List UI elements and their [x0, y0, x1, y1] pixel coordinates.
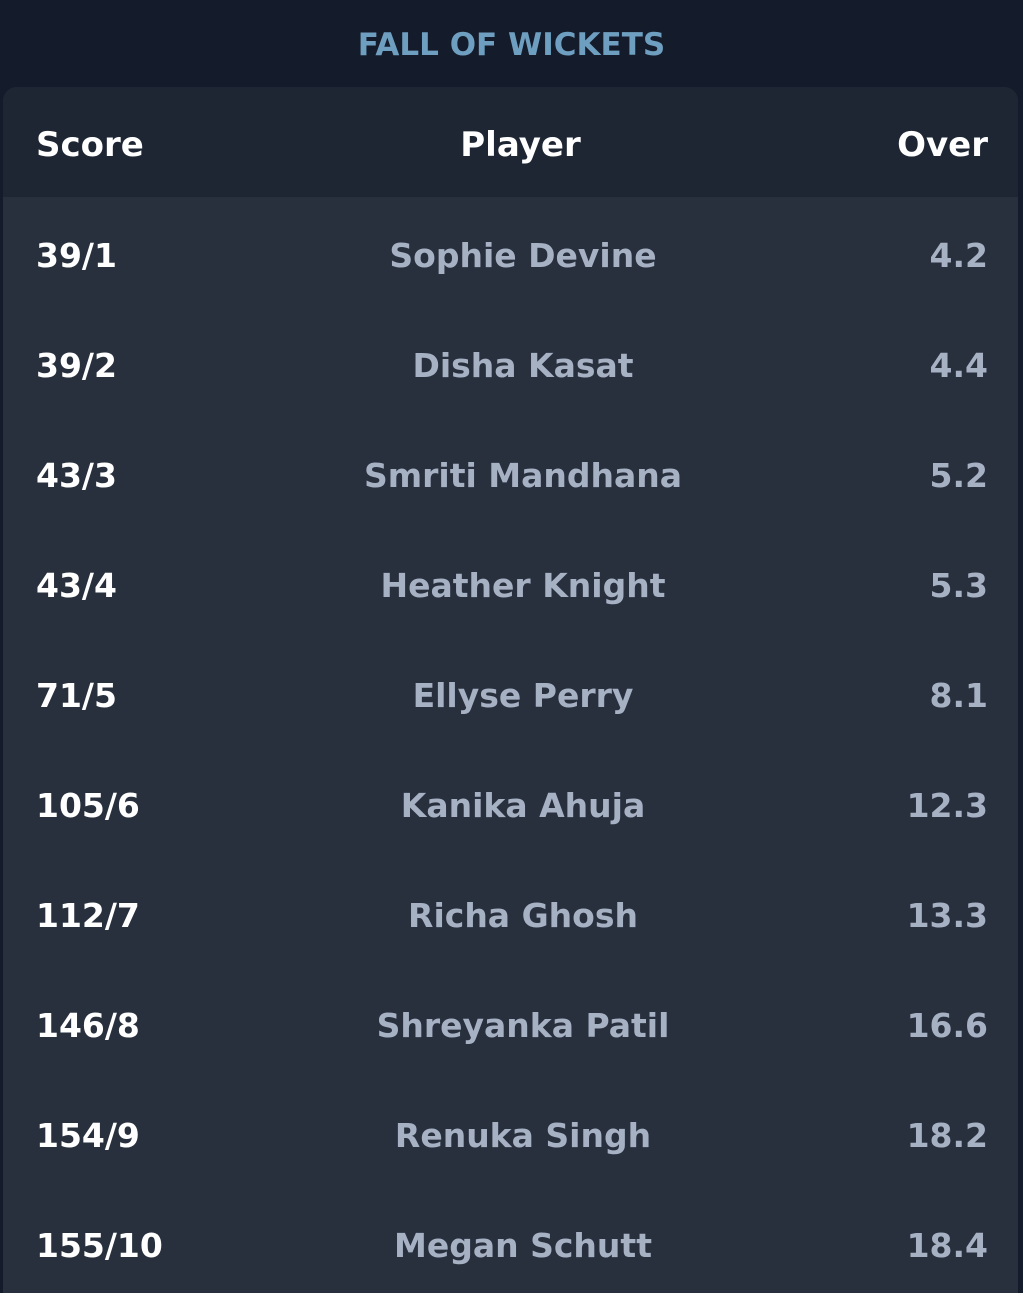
wicket-score: 39/2: [36, 346, 117, 385]
player-name[interactable]: Heather Knight: [380, 566, 666, 605]
fall-of-wickets-table: Score Player Over 39/1 Sophie Devine 4.2…: [3, 87, 1018, 1293]
table-row: 155/10 Megan Schutt 18.4: [3, 1187, 1018, 1293]
table-row: 105/6 Kanika Ahuja 12.3: [3, 747, 1018, 857]
wicket-score: 154/9: [36, 1116, 140, 1155]
wicket-score: 43/4: [36, 566, 117, 605]
wicket-score: 146/8: [36, 1006, 140, 1045]
table-body: 39/1 Sophie Devine 4.2 39/2 Disha Kasat …: [3, 197, 1018, 1293]
wicket-over: 18.4: [906, 1226, 988, 1265]
wicket-over: 5.2: [929, 456, 988, 495]
wicket-over: 4.4: [929, 346, 988, 385]
table-row: 43/4 Heather Knight 5.3: [3, 527, 1018, 637]
player-name[interactable]: Smriti Mandhana: [363, 456, 683, 495]
wicket-score: 105/6: [36, 786, 140, 825]
table-row: 146/8 Shreyanka Patil 16.6: [3, 967, 1018, 1077]
table-row: 39/1 Sophie Devine 4.2: [3, 197, 1018, 307]
wicket-score: 71/5: [36, 676, 117, 715]
wicket-over: 13.3: [906, 896, 988, 935]
player-name[interactable]: Megan Schutt: [394, 1226, 652, 1265]
table-row: 154/9 Renuka Singh 18.2: [3, 1077, 1018, 1187]
player-name[interactable]: Renuka Singh: [394, 1116, 652, 1155]
wicket-over: 4.2: [929, 236, 988, 275]
wicket-score: 43/3: [36, 456, 117, 495]
player-name[interactable]: Richa Ghosh: [408, 896, 638, 935]
table-row: 43/3 Smriti Mandhana 5.2: [3, 417, 1018, 527]
wicket-over: 5.3: [929, 566, 988, 605]
column-header-player: Player: [460, 125, 581, 165]
table-header: Score Player Over: [3, 87, 1018, 197]
wicket-over: 16.6: [906, 1006, 988, 1045]
player-name[interactable]: Ellyse Perry: [412, 676, 634, 715]
player-name[interactable]: Shreyanka Patil: [376, 1006, 670, 1045]
wicket-score: 155/10: [36, 1226, 163, 1265]
wicket-score: 112/7: [36, 896, 140, 935]
wicket-over: 12.3: [906, 786, 988, 825]
player-name[interactable]: Kanika Ahuja: [400, 786, 646, 825]
wicket-score: 39/1: [36, 236, 117, 275]
table-row: 71/5 Ellyse Perry 8.1: [3, 637, 1018, 747]
player-name[interactable]: Sophie Devine: [389, 236, 657, 275]
table-row: 39/2 Disha Kasat 4.4: [3, 307, 1018, 417]
column-header-over: Over: [897, 125, 988, 165]
column-header-score: Score: [36, 125, 144, 165]
player-name[interactable]: Disha Kasat: [412, 346, 634, 385]
section-title: FALL OF WICKETS: [357, 27, 666, 63]
table-row: 112/7 Richa Ghosh 13.3: [3, 857, 1018, 967]
wicket-over: 8.1: [929, 676, 988, 715]
wicket-over: 18.2: [906, 1116, 988, 1155]
